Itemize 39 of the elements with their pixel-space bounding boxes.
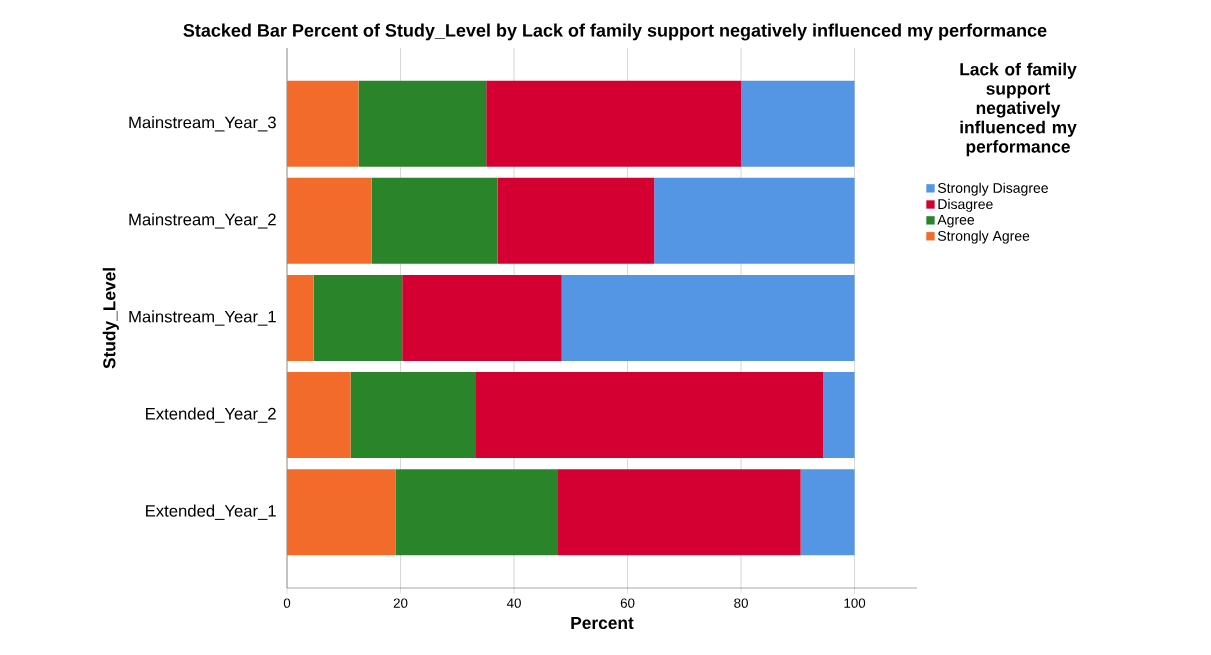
y-tick-label: Mainstream_Year_3 [129,116,276,132]
legend-label: Disagree [938,198,993,212]
bar [823,372,855,459]
bar [287,274,314,361]
bar [561,274,855,361]
y-tick-label: Extended_Year_1 [146,504,276,520]
bar [402,274,562,361]
bar [476,372,824,459]
bar [371,177,498,264]
bar [497,177,655,264]
bar [741,80,855,167]
bar [358,80,487,167]
bar [287,80,359,167]
x-tick-label: 40 [506,598,521,608]
bar [654,177,855,264]
y-tick-label: Mainstream_Year_1 [129,310,276,326]
legend-label: Strongly Disagree [937,182,1048,196]
legend-label: Strongly Agree [937,230,1030,244]
x-tick-label: 80 [734,598,748,608]
bar [313,274,403,361]
y-axis-title: Study_Level [102,268,119,369]
legend-label: Agree [937,214,975,228]
x-tick-label: 100 [844,598,866,608]
bar [800,469,855,556]
y-tick-label: Mainstream_Year_2 [129,213,276,229]
x-axis-title: Percent [571,616,634,630]
chart-title: Stacked Bar Percent of Study_Level by Lack of family support negatively influenced my performance [183,23,1047,41]
y-tick-label: Extended_Year_2 [146,407,276,423]
bar [287,372,351,459]
x-tick-label: 20 [393,598,408,608]
bar [486,80,742,167]
legend-title: Lack of family support negatively influenced my performance [960,62,1077,157]
bar [287,177,372,264]
bar [557,469,801,556]
bar [395,469,558,556]
x-tick-label: 60 [620,598,635,608]
x-tick-label: 0 [283,598,291,608]
bar [350,372,476,459]
bar [287,469,396,556]
